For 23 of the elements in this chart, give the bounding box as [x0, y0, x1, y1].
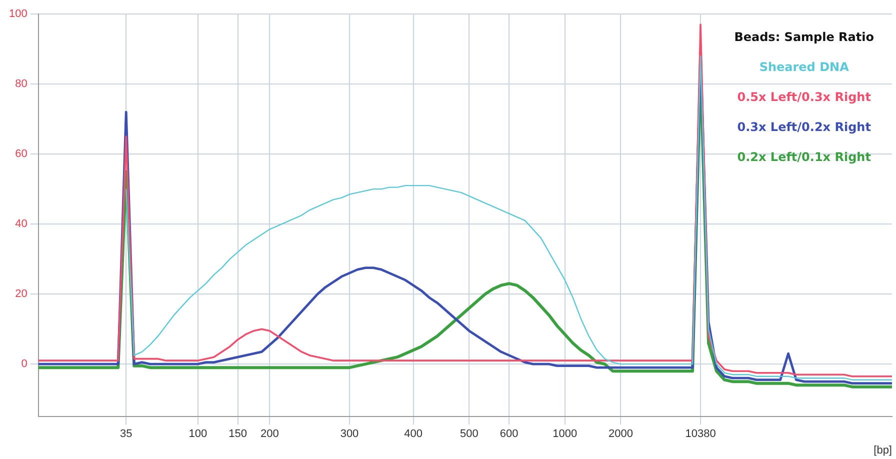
x-tick-label: 35	[120, 428, 132, 440]
x-tick-label: 100	[188, 428, 208, 440]
legend-title: Beads: Sample Ratio	[734, 30, 874, 44]
text: 0.5x Left/0.3x Right	[736, 90, 872, 104]
x-tick-label: 200	[260, 428, 279, 440]
x-tick-label: 1000	[552, 428, 578, 440]
x-tick-label: 2000	[608, 428, 633, 440]
x-tick-label: 150	[228, 428, 247, 440]
text: 0.3x Left/0.2x Right	[736, 120, 872, 134]
x-tick-label: 300	[340, 428, 359, 440]
y-tick-label: 80	[15, 78, 28, 90]
text: Sheared DNA	[758, 60, 850, 74]
x-tick-label: 600	[500, 428, 518, 440]
y-tick-label: 20	[15, 288, 28, 300]
y-tick-label: 40	[15, 218, 28, 230]
y-tick-label: 60	[15, 148, 28, 160]
x-tick-label: 400	[404, 428, 422, 440]
y-tick-label: 0	[21, 358, 28, 370]
x-axis-title: [bp]	[874, 444, 892, 456]
text: 0.2x Left/0.1x Right	[736, 150, 872, 164]
x-tick-label: 10380	[685, 428, 716, 440]
x-tick-label: 500	[460, 428, 478, 440]
y-tick-label: 100	[8, 8, 28, 20]
